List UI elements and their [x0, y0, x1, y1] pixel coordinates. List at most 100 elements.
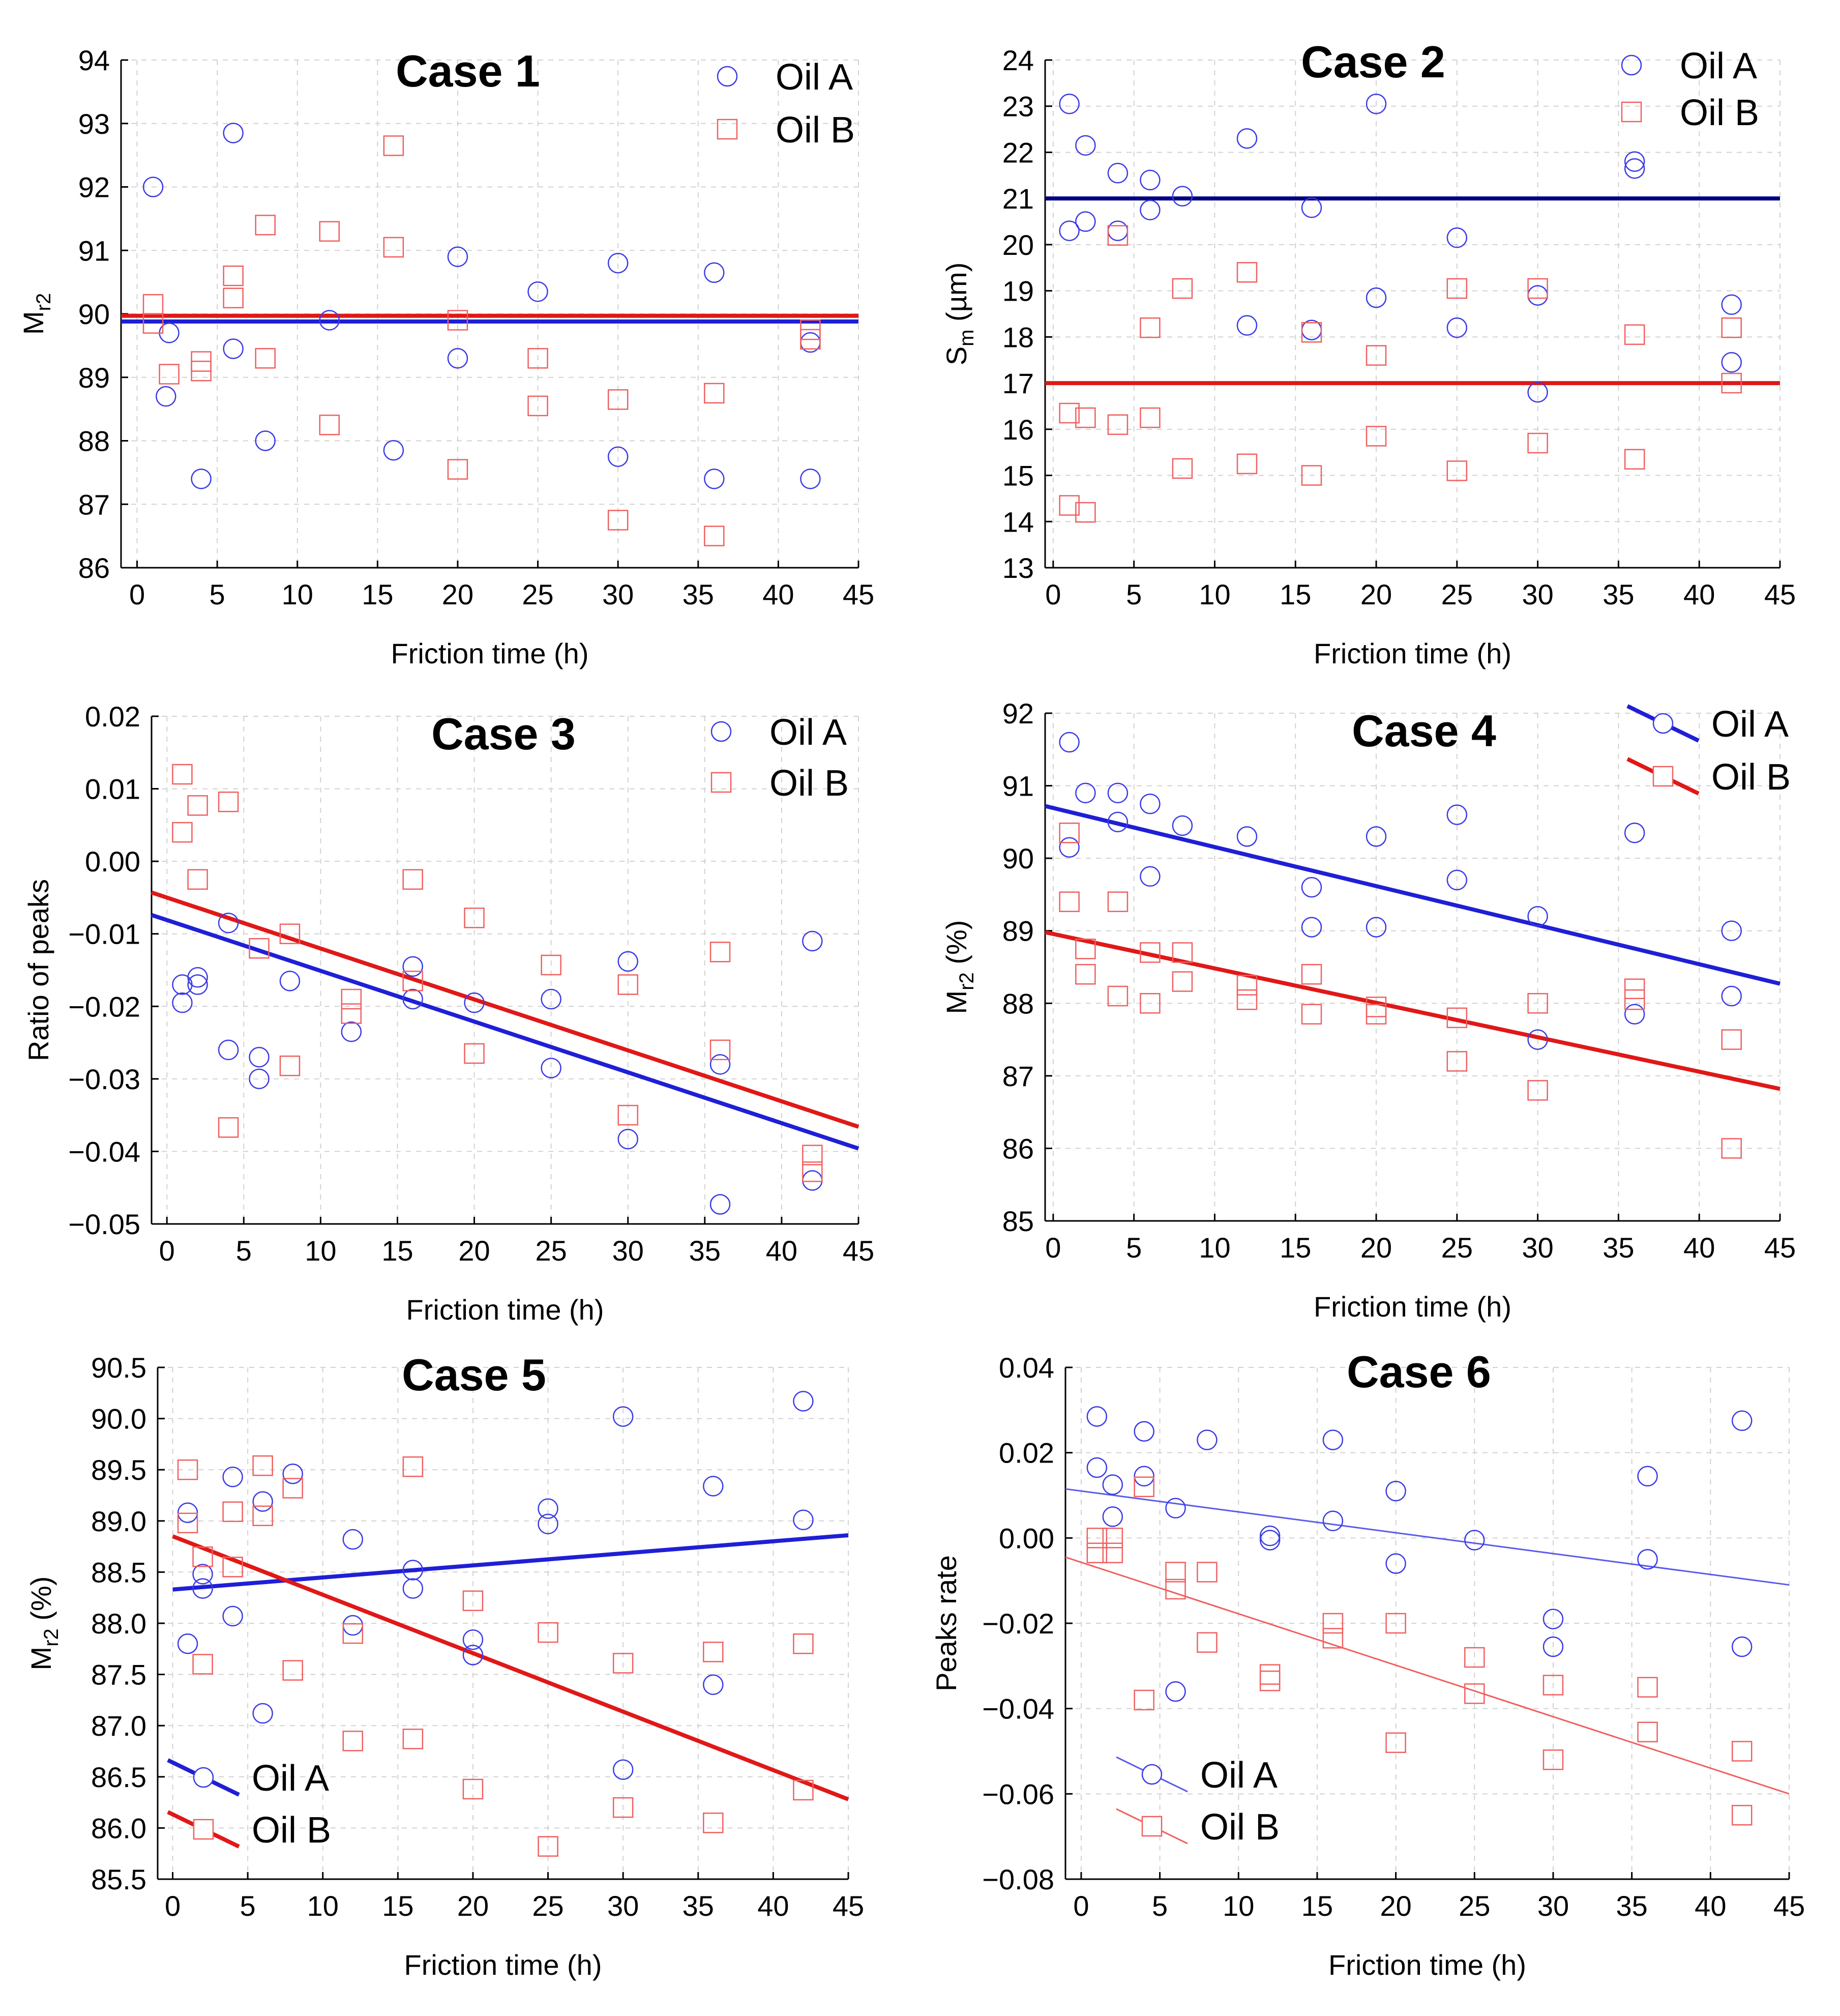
- point-oil-a: [191, 469, 212, 489]
- y-tick-label: 86.0: [91, 1812, 146, 1844]
- legend-label: Oil B: [1711, 757, 1791, 798]
- point-oil-a: [538, 1513, 558, 1535]
- x-tick-label: 35: [1616, 1890, 1648, 1922]
- point-oil-a: [1134, 1466, 1154, 1487]
- point-oil-a: [279, 971, 301, 991]
- point-oil-b: [383, 135, 404, 156]
- x-tick-label: 10: [282, 578, 313, 610]
- point-oil-a: [1059, 837, 1080, 858]
- legend-label: Oil A: [252, 1758, 329, 1799]
- point-oil-a: [1075, 135, 1096, 156]
- point-oil-a: [192, 1564, 213, 1585]
- y-tick-label: 92: [78, 171, 110, 203]
- x-tick-label: 35: [682, 578, 714, 610]
- x-tick-label: 15: [1301, 1890, 1333, 1922]
- legend-marker-oil-b: [1141, 1816, 1163, 1837]
- point-oil-b: [802, 1161, 823, 1182]
- point-oil-b: [1624, 324, 1645, 345]
- point-oil-b: [279, 1055, 301, 1076]
- point-oil-a: [447, 348, 468, 369]
- point-oil-b: [1721, 1138, 1742, 1159]
- y-tick-label: 0.02: [85, 700, 140, 733]
- x-tick-label: 30: [602, 578, 634, 610]
- legend-marker-oil-a: [1621, 54, 1642, 76]
- point-oil-b: [1721, 1029, 1742, 1050]
- point-oil-b: [1107, 985, 1129, 1007]
- chart-title: Case 1: [396, 46, 540, 96]
- x-tick-label: 0: [159, 1235, 175, 1267]
- point-oil-a: [541, 988, 561, 1010]
- point-oil-a: [1637, 1549, 1658, 1570]
- y-tick-label: −0.01: [68, 918, 140, 950]
- x-tick-label: 5: [1152, 1890, 1168, 1922]
- point-oil-a: [402, 1578, 424, 1599]
- point-oil-b: [1366, 1004, 1387, 1025]
- point-oil-a: [617, 1128, 638, 1150]
- point-oil-a: [1527, 1029, 1548, 1050]
- point-oil-a: [1059, 93, 1080, 114]
- point-oil-a: [222, 1467, 243, 1487]
- y-tick-label: 94: [78, 44, 110, 76]
- x-tick-label: 5: [1126, 1232, 1142, 1264]
- point-oil-b: [249, 938, 270, 959]
- point-oil-b: [1172, 971, 1193, 992]
- x-tick-label: 45: [1764, 1232, 1796, 1264]
- point-oil-b: [1172, 278, 1193, 299]
- y-tick-label: 0.01: [85, 773, 140, 805]
- x-tick-label: 40: [1683, 1232, 1715, 1264]
- x-tick-label: 10: [1223, 1890, 1254, 1922]
- point-oil-b: [527, 395, 548, 417]
- point-oil-b: [402, 1729, 424, 1749]
- y-tick-label: 24: [1002, 44, 1034, 76]
- point-oil-b: [617, 1104, 638, 1126]
- point-oil-b: [1134, 1476, 1154, 1497]
- point-oil-a: [1322, 1429, 1344, 1450]
- point-oil-a: [282, 1463, 303, 1484]
- y-tick-label: 89: [78, 362, 110, 394]
- x-tick-label: 40: [1695, 1890, 1726, 1922]
- point-oil-b: [527, 348, 548, 369]
- point-oil-a: [1075, 782, 1096, 804]
- x-tick-label: 25: [1441, 1232, 1473, 1264]
- legend-marker-oil-a: [717, 66, 738, 87]
- fit-line: [1045, 930, 1780, 1091]
- point-oil-b: [617, 974, 638, 995]
- point-oil-b: [402, 971, 423, 991]
- x-tick-label: 30: [1537, 1890, 1569, 1922]
- point-oil-a: [612, 1406, 634, 1427]
- x-tick-label: 15: [382, 1890, 413, 1922]
- point-oil-b: [1172, 458, 1193, 479]
- point-oil-a: [1527, 905, 1548, 927]
- point-oil-a: [703, 1674, 724, 1695]
- y-tick-label: −0.04: [68, 1135, 140, 1167]
- point-oil-b: [1059, 402, 1080, 424]
- point-oil-b: [1731, 1805, 1753, 1826]
- y-tick-label: −0.02: [68, 990, 140, 1022]
- point-oil-b: [1075, 939, 1096, 959]
- point-oil-a: [249, 1068, 270, 1090]
- x-tick-label: 0: [129, 578, 145, 610]
- point-oil-b: [1301, 322, 1322, 343]
- legend-label: Oil B: [776, 110, 855, 151]
- x-tick-label: 15: [381, 1235, 413, 1267]
- point-oil-a: [800, 469, 821, 489]
- point-oil-a: [1301, 917, 1322, 938]
- chart-panel-5: 0 5 10 15 20 25 30 35 40 45 85.5 86.0 86.5 87.0 87.5 88…: [25, 1350, 864, 1981]
- x-tick-label: 20: [1380, 1890, 1411, 1922]
- point-oil-a: [1366, 917, 1387, 938]
- y-tick-label: 23: [1002, 91, 1034, 123]
- legend-label: Oil A: [1711, 704, 1789, 745]
- point-oil-a: [402, 956, 423, 977]
- point-oil-a: [1637, 1466, 1658, 1487]
- point-oil-b: [1236, 989, 1258, 1010]
- x-tick-label: 20: [458, 1235, 490, 1267]
- point-oil-a: [1059, 220, 1080, 241]
- point-oil-b: [1107, 891, 1129, 912]
- point-oil-a: [1322, 1510, 1344, 1532]
- y-tick-label: 21: [1002, 183, 1034, 215]
- point-oil-b: [607, 389, 629, 410]
- chart-panel-2: 0 5 10 15 20 25 30 35 40 45 13 14 15 16 17 18 19 20 21 22 23…: [940, 37, 1796, 669]
- point-oil-b: [709, 1039, 731, 1061]
- legend-marker-oil-b: [710, 772, 732, 793]
- chart-panel-4: 0 5 10 15 20 25 30 35 40 45 85 86 87 88 89 90 91 92 Fricti…: [940, 697, 1796, 1323]
